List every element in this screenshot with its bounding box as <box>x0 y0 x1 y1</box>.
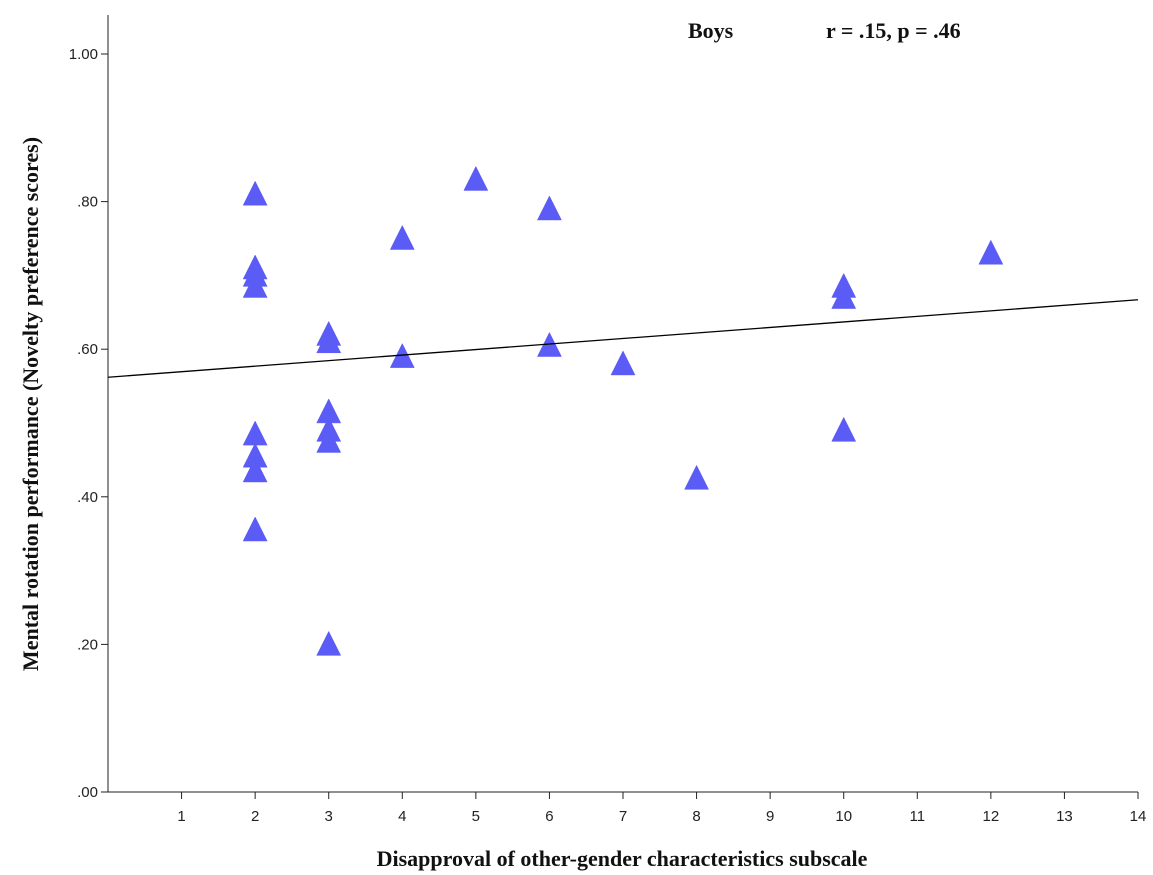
data-point-triangle <box>537 195 562 221</box>
axes: .00.20.40.60.801.001 2 3 4 5 6 7 8 9 10 11 12 13 14 <box>69 15 1147 825</box>
y-tick-label: .20 <box>77 636 98 653</box>
x-tick-label: 4 <box>398 808 406 825</box>
x-tick-label: 14 <box>1130 808 1147 825</box>
data-point-triangle <box>242 272 268 298</box>
y-axis-title: Mental rotation performance (Novelty pre… <box>18 137 43 671</box>
y-tick-label: .00 <box>77 784 98 801</box>
x-tick-label: 7 <box>619 808 627 825</box>
fit-line-group <box>107 299 1139 378</box>
data-point-triangle <box>978 239 1004 265</box>
y-tick-label: .60 <box>77 341 98 358</box>
data-point-triangle <box>316 630 342 656</box>
annotation-group: Boys <box>688 18 734 43</box>
x-tick-label: 8 <box>692 808 700 825</box>
x-tick-label: 5 <box>472 808 480 825</box>
data-point-triangle <box>831 416 857 442</box>
data-point-triangle <box>463 165 489 191</box>
data-point-triangle <box>242 516 268 542</box>
x-tick-label: 2 <box>251 808 259 825</box>
x-tick-label: 12 <box>983 808 1000 825</box>
y-tick-label: 1.00 <box>69 46 98 63</box>
data-point-triangle <box>316 328 342 354</box>
data-point-triangle <box>242 457 268 483</box>
x-axis-title: Disapproval of other-gender characterist… <box>377 846 868 871</box>
x-tick-label: 3 <box>325 808 333 825</box>
x-tick-label: 6 <box>545 808 553 825</box>
x-tick-label: 9 <box>766 808 774 825</box>
fit-line <box>107 299 1139 378</box>
y-tick-label: .40 <box>77 489 98 506</box>
x-tick-label: 11 <box>909 808 925 825</box>
data-point-triangle <box>242 180 268 206</box>
data-point-triangle <box>389 224 415 250</box>
data-point-triangle <box>684 464 709 490</box>
x-tick-label: 13 <box>1056 808 1073 825</box>
x-tick-label: 10 <box>835 808 852 825</box>
annotation-stats: r = .15, p = .46 <box>826 18 961 43</box>
x-tick-label: 1 <box>177 808 185 825</box>
y-tick-label: .80 <box>77 194 98 211</box>
data-point-triangle <box>610 350 636 376</box>
data-point-triangle <box>831 283 857 309</box>
data-point-triangle <box>316 427 342 453</box>
